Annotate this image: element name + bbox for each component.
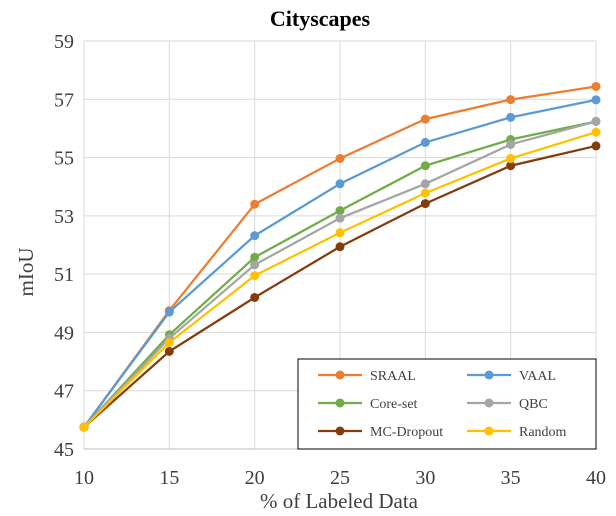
- data-point-mc-dropout: [335, 242, 345, 252]
- legend-swatch-marker: [484, 398, 494, 408]
- legend-label: MC-Dropout: [370, 425, 443, 440]
- y-tick-label: 53: [54, 206, 74, 228]
- data-point-random: [164, 338, 174, 348]
- y-axis-label: mIoU: [14, 248, 38, 297]
- data-point-sraal: [335, 153, 345, 163]
- data-point-vaal: [420, 137, 430, 147]
- legend-swatch-marker: [335, 370, 345, 380]
- data-point-qbc: [506, 139, 516, 149]
- y-tick-label: 55: [54, 148, 74, 170]
- data-point-qbc: [335, 213, 345, 223]
- data-point-mc-dropout: [164, 346, 174, 356]
- data-point-vaal: [164, 307, 174, 317]
- data-point-random: [506, 153, 516, 163]
- data-point-qbc: [591, 116, 601, 126]
- legend-swatch-marker: [484, 426, 494, 436]
- x-tick-label: 10: [74, 467, 94, 489]
- data-point-mc-dropout: [591, 141, 601, 151]
- data-point-mc-dropout: [506, 161, 516, 171]
- y-tick-label: 47: [54, 381, 74, 403]
- data-point-random: [420, 188, 430, 198]
- legend-swatch-marker: [484, 370, 494, 380]
- legend-label: VAAL: [519, 369, 556, 384]
- legend-label: Core-set: [370, 397, 418, 412]
- y-tick-label: 45: [54, 439, 74, 461]
- x-tick-label: 30: [415, 467, 435, 489]
- x-tick-label: 40: [586, 467, 606, 489]
- x-axis-ticks: 10 15 20 25 30 35 40: [74, 467, 606, 489]
- legend: SRAAL VAAL Core-set QBC MC-Dropout Random: [297, 358, 597, 450]
- chart-title: Cityscapes: [270, 6, 371, 31]
- y-axis-ticks: 45 47 49 51 53 55 57 59: [54, 31, 74, 461]
- series-group: [79, 81, 601, 432]
- x-axis-label: % of Labeled Data: [260, 489, 419, 513]
- data-point-core-set: [250, 252, 260, 262]
- data-point-random: [591, 127, 601, 137]
- data-point-qbc: [250, 260, 260, 270]
- data-point-vaal: [506, 112, 516, 122]
- x-tick-label: 35: [501, 467, 521, 489]
- x-tick-label: 25: [330, 467, 350, 489]
- data-point-sraal: [506, 95, 516, 105]
- data-point-vaal: [591, 95, 601, 105]
- legend-swatch-marker: [335, 426, 345, 436]
- y-tick-label: 57: [54, 89, 74, 111]
- series-random: [79, 127, 601, 432]
- y-tick-label: 49: [54, 322, 74, 344]
- data-point-core-set: [420, 161, 430, 171]
- data-point-random: [79, 422, 89, 432]
- data-point-random: [250, 271, 260, 281]
- x-tick-label: 15: [159, 467, 179, 489]
- data-point-mc-dropout: [420, 199, 430, 209]
- data-point-random: [335, 228, 345, 238]
- y-tick-label: 51: [54, 264, 74, 286]
- data-point-sraal: [420, 114, 430, 124]
- y-tick-label: 59: [54, 31, 74, 53]
- x-tick-label: 20: [245, 467, 265, 489]
- data-point-sraal: [591, 81, 601, 91]
- data-point-sraal: [250, 199, 260, 209]
- data-point-mc-dropout: [250, 292, 260, 302]
- legend-label: SRAAL: [370, 369, 416, 384]
- legend-swatch-marker: [335, 398, 345, 408]
- legend-label: Random: [519, 425, 567, 440]
- data-point-qbc: [420, 179, 430, 189]
- legend-label: QBC: [519, 397, 548, 412]
- data-point-vaal: [335, 179, 345, 189]
- data-point-core-set: [335, 206, 345, 216]
- data-point-vaal: [250, 231, 260, 241]
